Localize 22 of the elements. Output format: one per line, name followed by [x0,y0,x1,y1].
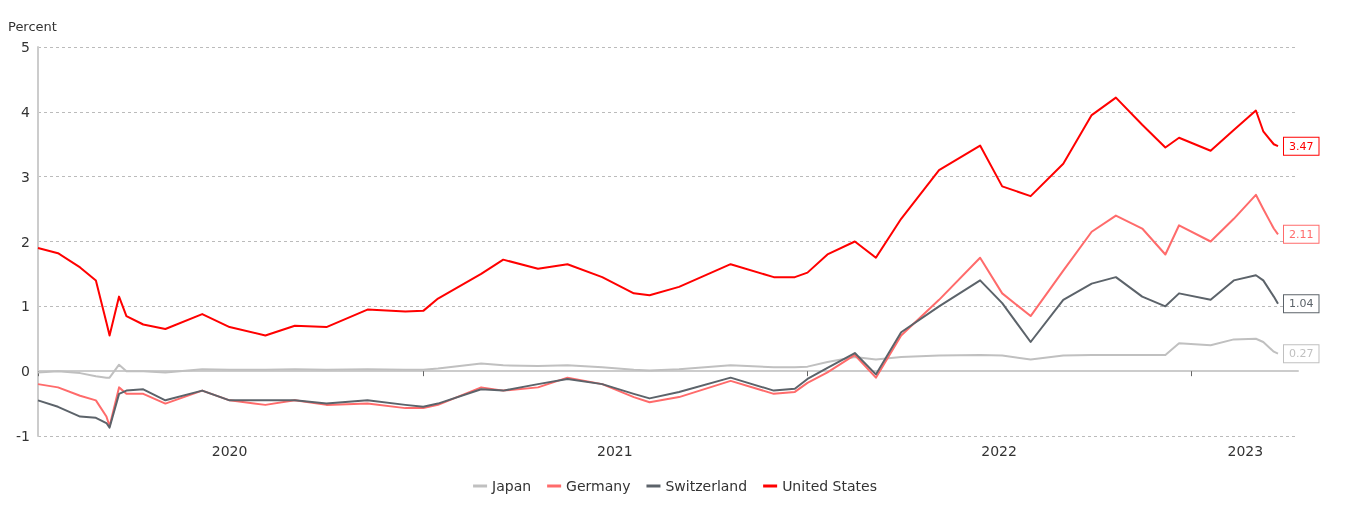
legend-label: Switzerland [665,478,748,494]
x-tick-label: 2023 [1227,443,1264,459]
data-label: 0.27 [1289,347,1314,361]
legend-label: United States [782,478,877,494]
data-label: 1.04 [1289,297,1314,311]
line-series [37,274,1279,429]
y-tick-label: -1 [16,428,30,444]
y-tick-label: 0 [21,363,30,380]
y-tick-label: 1 [21,298,30,315]
y-axis-title: Percent [8,19,57,34]
legend-label: Japan [491,478,532,494]
legend-label: Germany [566,478,631,494]
data-label: 3.47 [1289,139,1314,153]
x-tick-label: 2020 [211,443,248,459]
y-tick-label: 5 [21,39,30,55]
data-label: 2.11 [1289,227,1314,241]
y-tick-label: 3 [21,168,30,185]
y-tick-label: 4 [21,103,31,120]
y-tick-label: 2 [21,233,30,250]
x-tick-label: 2022 [981,443,1017,459]
x-tick-label: 2021 [597,443,633,459]
line-series [37,96,1279,337]
